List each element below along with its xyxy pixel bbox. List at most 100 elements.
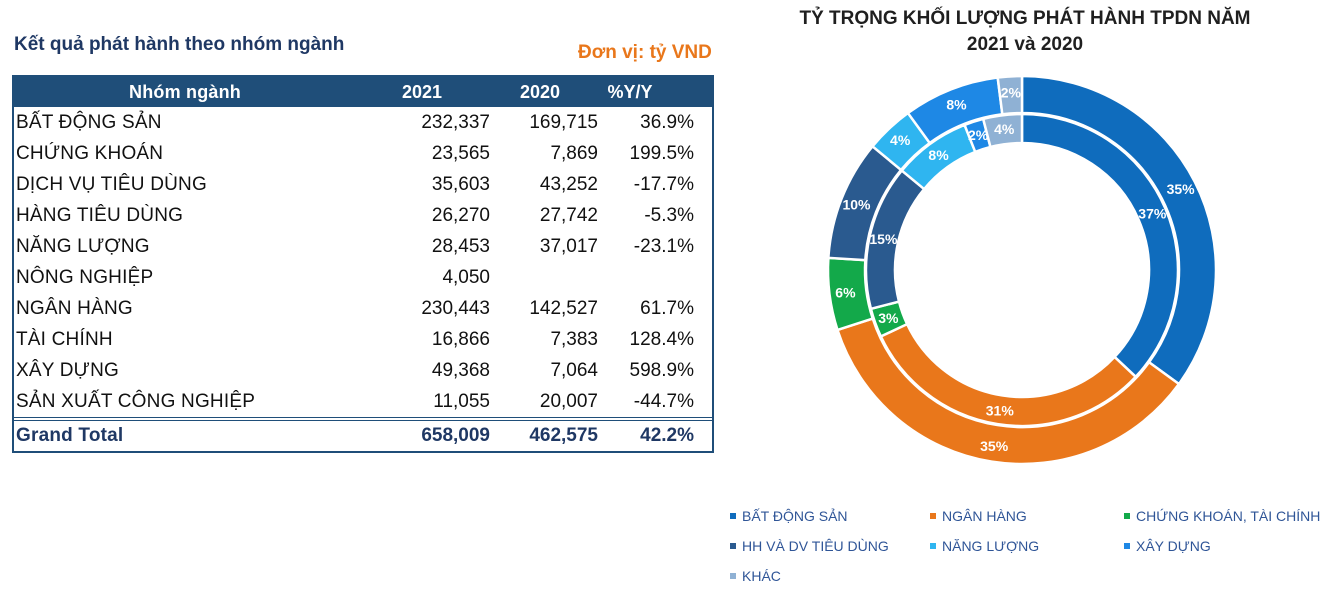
legend-label: XÂY DỰNG: [1136, 538, 1211, 554]
legend-label: KHÁC: [742, 568, 781, 584]
row-industry: HÀNG TIÊU DÙNG: [16, 204, 184, 226]
chart-title-line2: 2021 và 2020: [966, 34, 1084, 55]
slice-label: 31%: [986, 402, 1015, 418]
legend-swatch: [1124, 543, 1130, 549]
row-2020: 142,527: [529, 297, 598, 319]
row-2020: 169,715: [529, 111, 598, 133]
slice-label: 8%: [946, 96, 967, 112]
total-label: Grand Total: [16, 425, 124, 446]
slice-label: 37%: [1138, 206, 1167, 222]
table-title: Kết quả phát hành theo nhóm ngành: [14, 34, 345, 55]
header-2021: 2021: [401, 81, 443, 102]
legend-label: CHỨNG KHOÁN, TÀI CHÍNH: [1136, 508, 1321, 524]
slice-label: 2%: [1001, 84, 1022, 100]
legend-label: BẤT ĐỘNG SẢN: [742, 508, 848, 524]
row-2020: 20,007: [539, 390, 598, 412]
slice-label: 2%: [968, 127, 989, 143]
row-2021: 4,050: [442, 266, 490, 288]
legend-label: HH VÀ DV TIÊU DÙNG: [742, 538, 889, 554]
legend-item: CHỨNG KHOÁN, TÀI CHÍNH: [1124, 508, 1320, 524]
row-industry: CHỨNG KHOÁN: [16, 142, 164, 164]
total-2021: 658,009: [421, 425, 490, 446]
row-2020: 37,017: [539, 235, 598, 257]
row-2021: 232,337: [421, 111, 490, 133]
row-yoy: -17.7%: [633, 173, 694, 195]
row-industry: TÀI CHÍNH: [16, 328, 113, 350]
legend-swatch: [730, 573, 736, 579]
table-row: CHỨNG KHOÁN 23,565 7,869 199.5%: [14, 138, 712, 169]
table-header: Nhóm ngành 2021 2020 %Y/Y: [14, 77, 712, 107]
chart-title: TỶ TRỌNG KHỐI LƯỢNG PHÁT HÀNH TPDN NĂM 2…: [720, 6, 1326, 58]
row-2020: 43,252: [539, 173, 598, 195]
row-industry: NGÂN HÀNG: [16, 297, 133, 319]
row-yoy: 61.7%: [640, 297, 694, 319]
table-row: XÂY DỰNG 49,368 7,064 598.9%: [14, 355, 712, 386]
table-row: NÔNG NGHIỆP 4,050: [14, 262, 712, 293]
row-yoy: -44.7%: [633, 390, 694, 412]
row-industry: NĂNG LƯỢNG: [16, 235, 150, 257]
legend-item: XÂY DỰNG: [1124, 538, 1211, 554]
row-yoy: 36.9%: [640, 111, 694, 133]
row-2020: 7,064: [550, 359, 598, 381]
legend-swatch: [930, 513, 936, 519]
row-2021: 28,453: [431, 235, 490, 257]
header-yoy: %Y/Y: [607, 81, 653, 102]
row-2020: 7,383: [550, 328, 598, 350]
table-row: HÀNG TIÊU DÙNG 26,270 27,742 -5.3%: [14, 200, 712, 231]
table-body: BẤT ĐỘNG SẢN 232,337 169,715 36.9% CHỨNG KHO…: [14, 107, 712, 417]
legend-item: KHÁC: [730, 568, 781, 584]
row-industry: SẢN XUẤT CÔNG NGHIỆP: [16, 390, 256, 412]
table-row: SẢN XUẤT CÔNG NGHIỆP 11,055 20,007 -44.7%: [14, 386, 712, 417]
row-yoy: 128.4%: [629, 328, 694, 350]
legend-swatch: [730, 513, 736, 519]
row-yoy: -23.1%: [633, 235, 694, 257]
row-2021: 230,443: [421, 297, 490, 319]
donut-chart: 35%35%6%10%4%8%2%37%31%3%15%8%2% 4%: [826, 74, 1218, 466]
row-industry: DỊCH VỤ TIÊU DÙNG: [16, 173, 207, 195]
total-yoy: 42.2%: [640, 425, 694, 446]
slice-label: 4%: [890, 132, 911, 148]
row-2021: 16,866: [431, 328, 490, 350]
slice-label: 35%: [980, 438, 1009, 454]
unit-note: Đơn vị: tỷ VND: [578, 42, 712, 63]
row-industry: XÂY DỰNG: [16, 359, 120, 381]
slice-label: 35%: [1167, 181, 1196, 197]
row-yoy: -5.3%: [644, 204, 694, 226]
legend-swatch: [1124, 513, 1130, 519]
slice-label: 8%: [928, 147, 949, 163]
row-yoy: 598.9%: [629, 359, 694, 381]
table-row: DỊCH VỤ TIÊU DÙNG 35,603 43,252 -17.7%: [14, 169, 712, 200]
slice-label: 10%: [842, 196, 871, 212]
slice-label: 4%: [994, 121, 1015, 137]
table-row: NGÂN HÀNG 230,443 142,527 61.7%: [14, 293, 712, 324]
slice-label: 15%: [869, 231, 898, 247]
industry-table: Nhóm ngành 2021 2020 %Y/Y BẤT ĐỘNG SẢN 23…: [12, 75, 714, 453]
legend-item: HH VÀ DV TIÊU DÙNG: [730, 538, 889, 554]
header-industry: Nhóm ngành: [129, 81, 241, 102]
legend-label: NĂNG LƯỢNG: [942, 538, 1040, 554]
row-2020: 7,869: [550, 142, 598, 164]
legend-item: NGÂN HÀNG: [930, 508, 1027, 524]
legend-label: NGÂN HÀNG: [942, 508, 1027, 524]
total-2020: 462,575: [529, 425, 598, 446]
row-2021: 26,270: [431, 204, 490, 226]
row-2021: 11,055: [433, 390, 490, 412]
row-industry: BẤT ĐỘNG SẢN: [16, 111, 162, 133]
legend-item: BẤT ĐỘNG SẢN: [730, 508, 848, 524]
table-row: TÀI CHÍNH 16,866 7,383 128.4%: [14, 324, 712, 355]
legend-swatch: [930, 543, 936, 549]
total-row: Grand Total 658,009 462,575 42.2%: [14, 417, 712, 451]
chart-title-line1: TỶ TRỌNG KHỐI LƯỢNG PHÁT HÀNH TPDN NĂM: [799, 8, 1251, 29]
table-row: NĂNG LƯỢNG 28,453 37,017 -23.1%: [14, 231, 712, 262]
row-2021: 23,565: [431, 142, 490, 164]
slice-label: 3%: [878, 310, 899, 326]
table-row: BẤT ĐỘNG SẢN 232,337 169,715 36.9%: [14, 107, 712, 138]
row-2021: 49,368: [431, 359, 490, 381]
row-industry: NÔNG NGHIỆP: [16, 266, 154, 288]
legend-swatch: [730, 543, 736, 549]
row-2021: 35,603: [431, 173, 490, 195]
slice-label: 6%: [835, 284, 856, 300]
donut-slice: [981, 112, 1024, 149]
legend-item: NĂNG LƯỢNG: [930, 538, 1039, 554]
row-2020: 27,742: [539, 204, 598, 226]
